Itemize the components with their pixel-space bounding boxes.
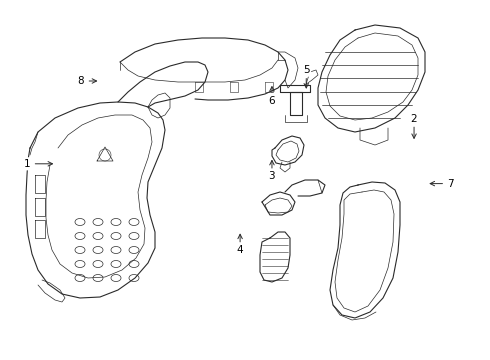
Text: 5: 5 — [303, 65, 310, 75]
Text: 4: 4 — [237, 245, 244, 255]
Text: 3: 3 — [269, 171, 275, 181]
Text: 8: 8 — [77, 76, 84, 86]
Text: 7: 7 — [447, 179, 454, 189]
Text: 6: 6 — [269, 96, 275, 106]
Text: 2: 2 — [411, 114, 417, 124]
Text: 1: 1 — [24, 159, 30, 169]
